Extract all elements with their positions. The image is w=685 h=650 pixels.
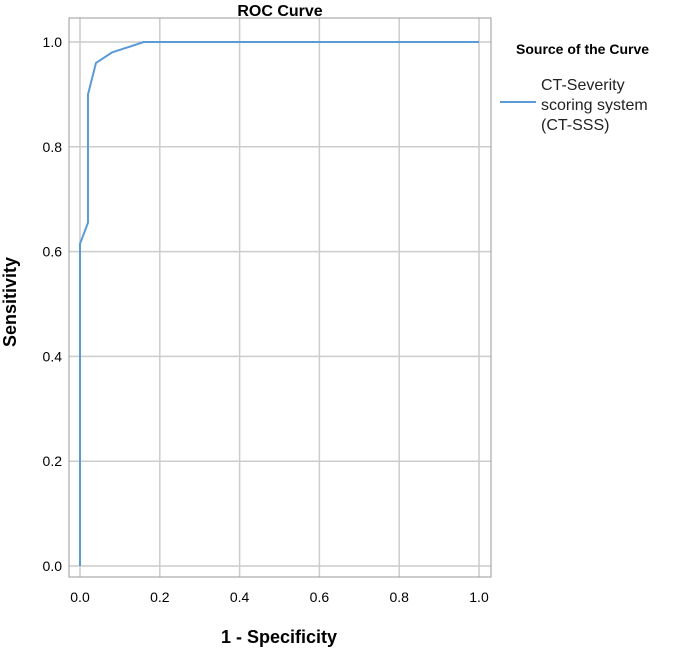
y-tick-label: 1.0 <box>43 34 63 50</box>
x-tick-label: 0.8 <box>389 589 409 605</box>
x-tick-label: 0.4 <box>230 589 250 605</box>
legend-entry-line-1: CT-Severity <box>541 77 625 94</box>
x-tick-label: 0.6 <box>310 589 330 605</box>
series-lines <box>79 41 479 566</box>
y-tick-label: 0.4 <box>43 348 63 364</box>
x-tick-label: 0.2 <box>150 589 170 605</box>
chart-title: ROC Curve <box>237 3 322 20</box>
y-tick-label: 0.6 <box>43 244 63 260</box>
roc-curve-line <box>79 41 479 566</box>
x-tick-label: 1.0 <box>469 589 489 605</box>
y-axis-label: Sensitivity <box>0 257 20 347</box>
x-axis-label: 1 - Specificity <box>221 627 337 647</box>
x-tick-label: 0.0 <box>70 589 90 605</box>
legend-title: Source of the Curve <box>516 41 649 57</box>
y-tick-label: 0.0 <box>43 558 63 574</box>
legend: Source of the Curve CT-Severity scoring … <box>500 41 649 134</box>
y-tick-label: 0.2 <box>43 453 63 469</box>
legend-entry-line-2: scoring system <box>541 97 648 114</box>
grid-lines <box>69 18 491 577</box>
y-tick-label: 0.8 <box>43 139 63 155</box>
tick-labels: 0.0 0.2 0.4 0.6 0.8 1.0 0.0 0.2 0.4 0.6 0.8 1.0 <box>43 34 489 605</box>
legend-entry-line-3: (CT-SSS) <box>541 117 609 134</box>
plot-frame <box>68 17 492 578</box>
